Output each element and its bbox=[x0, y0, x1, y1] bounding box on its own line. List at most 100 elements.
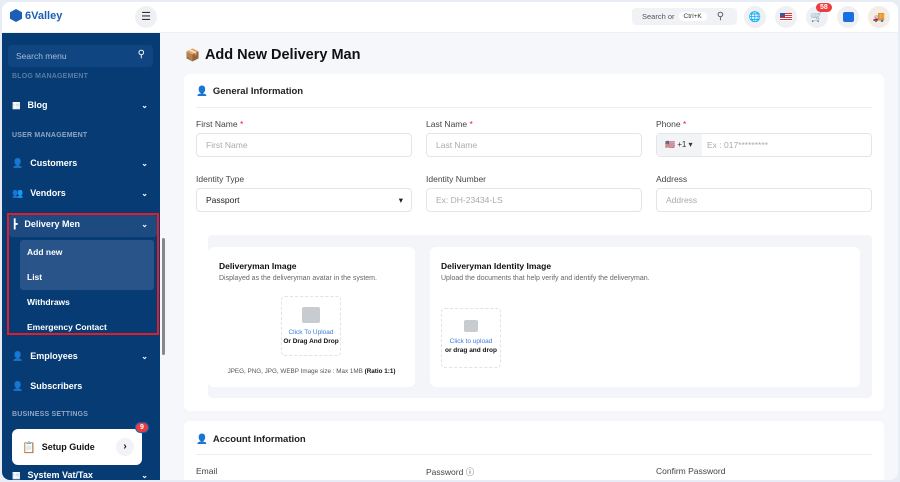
identity-number-input[interactable]: Ex: DH-23434-LS bbox=[426, 188, 642, 212]
menu-toggle-button[interactable]: ☰ bbox=[135, 6, 157, 28]
sidebar-item-subscribers[interactable]: 👤 Subscribers bbox=[12, 375, 152, 397]
label: Customers bbox=[30, 158, 78, 168]
image-icon bbox=[464, 320, 478, 332]
password-label: Password ⓘ bbox=[426, 467, 475, 477]
page-title: 📦 Add New Delivery Man bbox=[185, 47, 360, 63]
grid-icon: ▦ bbox=[12, 99, 21, 110]
first-name-input[interactable]: First Name bbox=[196, 133, 412, 157]
label: Blog bbox=[27, 100, 48, 110]
card-description: Upload the documents that help verify an… bbox=[441, 275, 650, 282]
highlight-box bbox=[7, 213, 159, 335]
cart-badge: 58 bbox=[816, 3, 832, 12]
address-textarea[interactable]: Address bbox=[656, 188, 872, 212]
message-icon[interactable] bbox=[837, 6, 859, 28]
logo-icon bbox=[10, 9, 22, 22]
chevron-down-icon: ⌄ bbox=[141, 100, 148, 110]
caret-down-icon: ▾ bbox=[398, 195, 403, 205]
label: System Vat/Tax bbox=[27, 470, 93, 480]
image-upload-dropzone[interactable]: Click To Upload Or Drag And Drop bbox=[281, 296, 341, 356]
user-icon: 👤 bbox=[196, 434, 208, 445]
phone-input[interactable]: 🇺🇸 +1 ▾ Ex : 017********* bbox=[656, 133, 872, 157]
section-user-management: USER MANAGEMENT bbox=[12, 132, 88, 139]
label: Delivery Men bbox=[24, 219, 80, 229]
last-name-label: Last Name * bbox=[426, 119, 473, 129]
submenu-emergency-contact[interactable]: Emergency Contact bbox=[27, 322, 107, 332]
confirm-password-label: Confirm Password bbox=[656, 466, 726, 476]
image-icon bbox=[302, 307, 320, 323]
search-icon: ⚲ bbox=[137, 49, 145, 60]
drag-drop-text: Or Drag And Drop bbox=[283, 338, 339, 345]
globe-icon[interactable]: 🌐 bbox=[744, 6, 766, 28]
shortcut-key: Ctrl+K bbox=[678, 12, 707, 21]
header-search[interactable]: Search or Ctrl+K ⚲ bbox=[632, 8, 737, 25]
sidebar-search-input[interactable]: Search menu ⚲ bbox=[8, 45, 153, 67]
submenu-withdraws[interactable]: Withdraws bbox=[27, 297, 70, 307]
identity-number-label: Identity Number bbox=[426, 174, 486, 184]
search-label: Search or bbox=[642, 12, 675, 21]
search-icon: ⚲ bbox=[716, 11, 725, 22]
sidebar-item-vat[interactable]: ▦ System Vat/Tax ⌄ bbox=[12, 464, 152, 481]
card-title: Deliveryman Image bbox=[219, 261, 297, 271]
sidebar-item-delivery-men[interactable]: ┣ Delivery Men ⌄ bbox=[12, 213, 152, 235]
click-to-upload: Click To Upload bbox=[288, 329, 334, 336]
card-title: Deliveryman Identity Image bbox=[441, 261, 552, 271]
phone-placeholder: Ex : 017********* bbox=[707, 140, 768, 150]
sidebar-scrollbar[interactable] bbox=[162, 238, 165, 355]
brand-logo[interactable]: 6Valley bbox=[10, 9, 62, 22]
cart-icon[interactable]: 🛒 58 bbox=[806, 3, 832, 28]
label: Setup Guide bbox=[41, 442, 95, 452]
identity-image-card: Deliveryman Identity Image Upload the do… bbox=[430, 247, 860, 387]
user-icon: 👤 bbox=[12, 380, 24, 391]
brand-name: 6Valley bbox=[25, 9, 63, 22]
identity-type-label: Identity Type bbox=[196, 174, 245, 184]
submenu-list[interactable]: List bbox=[27, 272, 43, 282]
title-text: Add New Delivery Man bbox=[204, 47, 361, 63]
sidebar-item-customers[interactable]: 👤 Customers ⌄ bbox=[12, 152, 152, 174]
section-blog-management: BLOG MANAGEMENT bbox=[12, 73, 89, 78]
title-text: Account Information bbox=[212, 434, 306, 445]
address-label: Address bbox=[656, 174, 688, 184]
email-label: Email bbox=[196, 466, 218, 476]
chevron-down-icon: ⌄ bbox=[141, 470, 148, 480]
vat-icon: ▦ bbox=[12, 469, 21, 480]
chevron-down-icon: ⌄ bbox=[141, 188, 148, 198]
search-placeholder: Search menu bbox=[16, 51, 67, 61]
avatar[interactable]: 🚚 bbox=[868, 6, 890, 28]
divider bbox=[196, 454, 872, 455]
user-icon: 👤 bbox=[12, 157, 24, 168]
info-icon: ⓘ bbox=[465, 467, 475, 477]
submenu-add-new[interactable]: Add new bbox=[27, 247, 63, 257]
identity-type-select[interactable]: Passport ▾ bbox=[196, 188, 412, 212]
drag-drop-text: or drag and drop bbox=[445, 347, 497, 354]
sidebar: Search menu ⚲ BLOG MANAGEMENT ▦ Blog ⌄ USER… bbox=[2, 33, 160, 480]
label: Subscribers bbox=[30, 381, 83, 391]
top-header: 6Valley ☰ Search or Ctrl+K ⚲ 🌐 🛒 58 🚚 bbox=[2, 2, 898, 33]
deliveryman-image-card: Deliveryman Image Displayed as the deliv… bbox=[208, 247, 415, 387]
delivery-icon: ┣ bbox=[12, 218, 18, 229]
user-icon: 👤 bbox=[196, 86, 208, 97]
title-text: General Information bbox=[212, 86, 304, 97]
setup-guide-button[interactable]: 📋 Setup Guide › bbox=[12, 429, 142, 465]
general-info-card: 👤 General Information First Name * First … bbox=[184, 74, 884, 411]
card-description: Displayed as the deliveryman avatar in t… bbox=[219, 275, 377, 282]
setup-badge: 9 bbox=[135, 422, 149, 433]
card-title: 👤 General Information bbox=[196, 86, 303, 97]
phone-label: Phone * bbox=[656, 119, 687, 129]
sidebar-item-vendors[interactable]: 👥 Vendors ⌄ bbox=[12, 182, 152, 204]
active-submenu-bg bbox=[20, 240, 154, 290]
chevron-down-icon: ⌄ bbox=[141, 158, 148, 168]
vendor-icon: 👥 bbox=[12, 187, 24, 198]
country-code-select[interactable]: 🇺🇸 +1 ▾ bbox=[657, 134, 702, 156]
label: Employees bbox=[30, 351, 78, 361]
identity-upload-dropzone[interactable]: Click to upload or drag and drop bbox=[441, 308, 501, 368]
clipboard-icon: 📋 bbox=[22, 441, 36, 454]
employee-icon: 👤 bbox=[12, 350, 24, 361]
last-name-input[interactable]: Last Name bbox=[426, 133, 642, 157]
label: Vendors bbox=[30, 188, 66, 198]
sidebar-item-employees[interactable]: 👤 Employees ⌄ bbox=[12, 345, 152, 367]
divider bbox=[196, 107, 872, 108]
delivery-man-icon: 📦 bbox=[185, 48, 200, 62]
language-flag-icon[interactable] bbox=[775, 6, 797, 28]
sidebar-item-blog[interactable]: ▦ Blog ⌄ bbox=[12, 94, 152, 116]
